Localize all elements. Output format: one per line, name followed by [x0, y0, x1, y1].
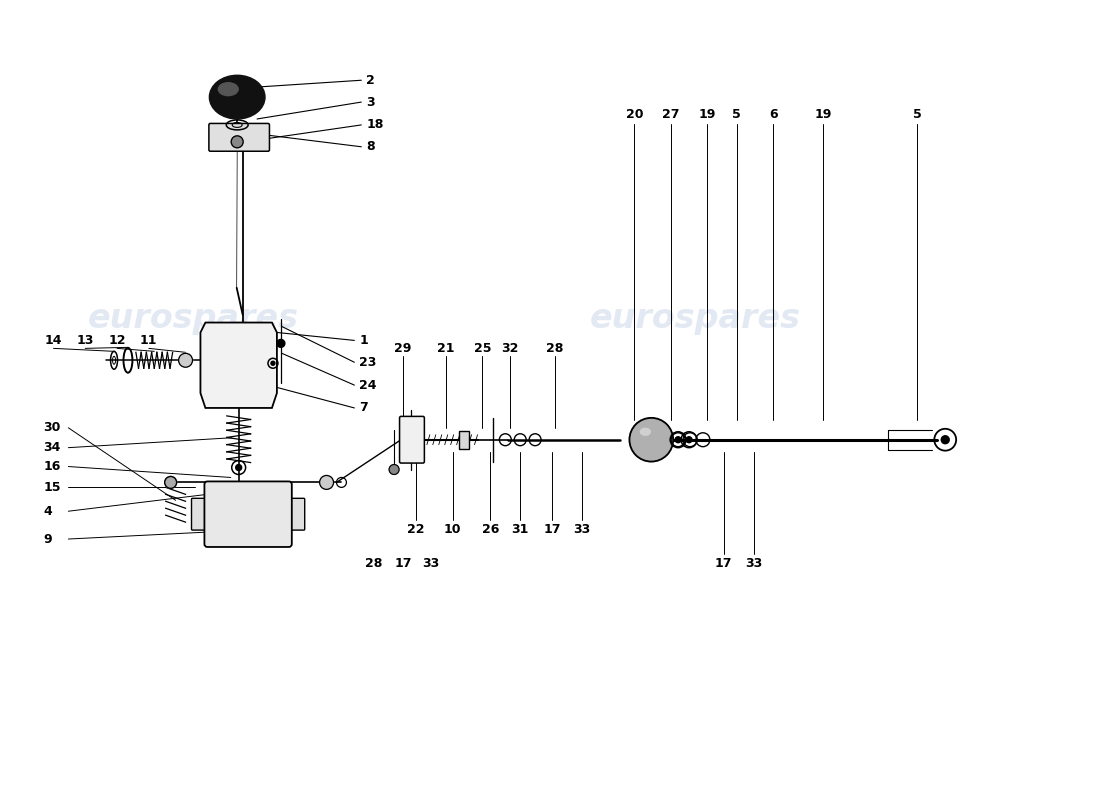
- Text: 32: 32: [502, 342, 519, 355]
- Text: 6: 6: [769, 107, 778, 121]
- Circle shape: [320, 475, 333, 490]
- Text: 10: 10: [444, 522, 461, 535]
- Circle shape: [178, 354, 192, 367]
- Text: 25: 25: [474, 342, 492, 355]
- Text: 27: 27: [662, 107, 680, 121]
- Circle shape: [389, 465, 399, 474]
- Text: 13: 13: [77, 334, 94, 347]
- Circle shape: [675, 437, 681, 442]
- Text: 12: 12: [108, 334, 125, 347]
- Text: 17: 17: [543, 522, 561, 535]
- Text: 33: 33: [745, 558, 762, 570]
- Circle shape: [686, 437, 692, 442]
- Text: 29: 29: [394, 342, 411, 355]
- Text: 30: 30: [44, 422, 60, 434]
- Text: 17: 17: [394, 558, 411, 570]
- Text: 16: 16: [44, 460, 60, 473]
- Circle shape: [235, 465, 242, 470]
- Text: 33: 33: [573, 522, 591, 535]
- Text: 5: 5: [913, 107, 922, 121]
- Circle shape: [271, 362, 275, 366]
- Text: 21: 21: [437, 342, 454, 355]
- FancyBboxPatch shape: [399, 416, 425, 463]
- Text: 19: 19: [698, 107, 716, 121]
- Text: 22: 22: [407, 522, 425, 535]
- Text: 26: 26: [482, 522, 499, 535]
- Text: 20: 20: [626, 107, 644, 121]
- Text: 15: 15: [44, 481, 60, 494]
- FancyBboxPatch shape: [191, 498, 211, 530]
- Circle shape: [629, 418, 673, 462]
- Text: 3: 3: [366, 95, 375, 109]
- Text: 4: 4: [44, 505, 53, 518]
- FancyBboxPatch shape: [285, 498, 305, 530]
- FancyBboxPatch shape: [459, 430, 469, 449]
- Text: 34: 34: [44, 441, 60, 454]
- Text: 18: 18: [366, 118, 384, 131]
- FancyBboxPatch shape: [209, 123, 270, 151]
- Ellipse shape: [218, 82, 239, 96]
- Ellipse shape: [209, 75, 265, 119]
- Text: 14: 14: [45, 334, 63, 347]
- Text: 24: 24: [360, 378, 377, 392]
- Polygon shape: [200, 322, 277, 408]
- Text: 7: 7: [360, 402, 368, 414]
- Text: 31: 31: [512, 522, 529, 535]
- Text: 8: 8: [366, 140, 375, 154]
- Circle shape: [231, 136, 243, 148]
- Ellipse shape: [640, 428, 650, 435]
- Text: 23: 23: [360, 356, 376, 369]
- Text: eurospares: eurospares: [590, 302, 801, 335]
- FancyBboxPatch shape: [205, 482, 292, 547]
- Text: 19: 19: [814, 107, 832, 121]
- Text: 1: 1: [360, 334, 368, 347]
- Text: 28: 28: [364, 558, 382, 570]
- Circle shape: [165, 477, 177, 488]
- Text: 9: 9: [44, 533, 52, 546]
- Circle shape: [277, 339, 285, 347]
- Text: 17: 17: [715, 558, 733, 570]
- Text: eurospares: eurospares: [88, 302, 299, 335]
- Text: 11: 11: [140, 334, 157, 347]
- Circle shape: [942, 436, 949, 444]
- Text: 33: 33: [422, 558, 440, 570]
- Text: 2: 2: [366, 74, 375, 86]
- Text: 5: 5: [733, 107, 741, 121]
- Text: 28: 28: [547, 342, 563, 355]
